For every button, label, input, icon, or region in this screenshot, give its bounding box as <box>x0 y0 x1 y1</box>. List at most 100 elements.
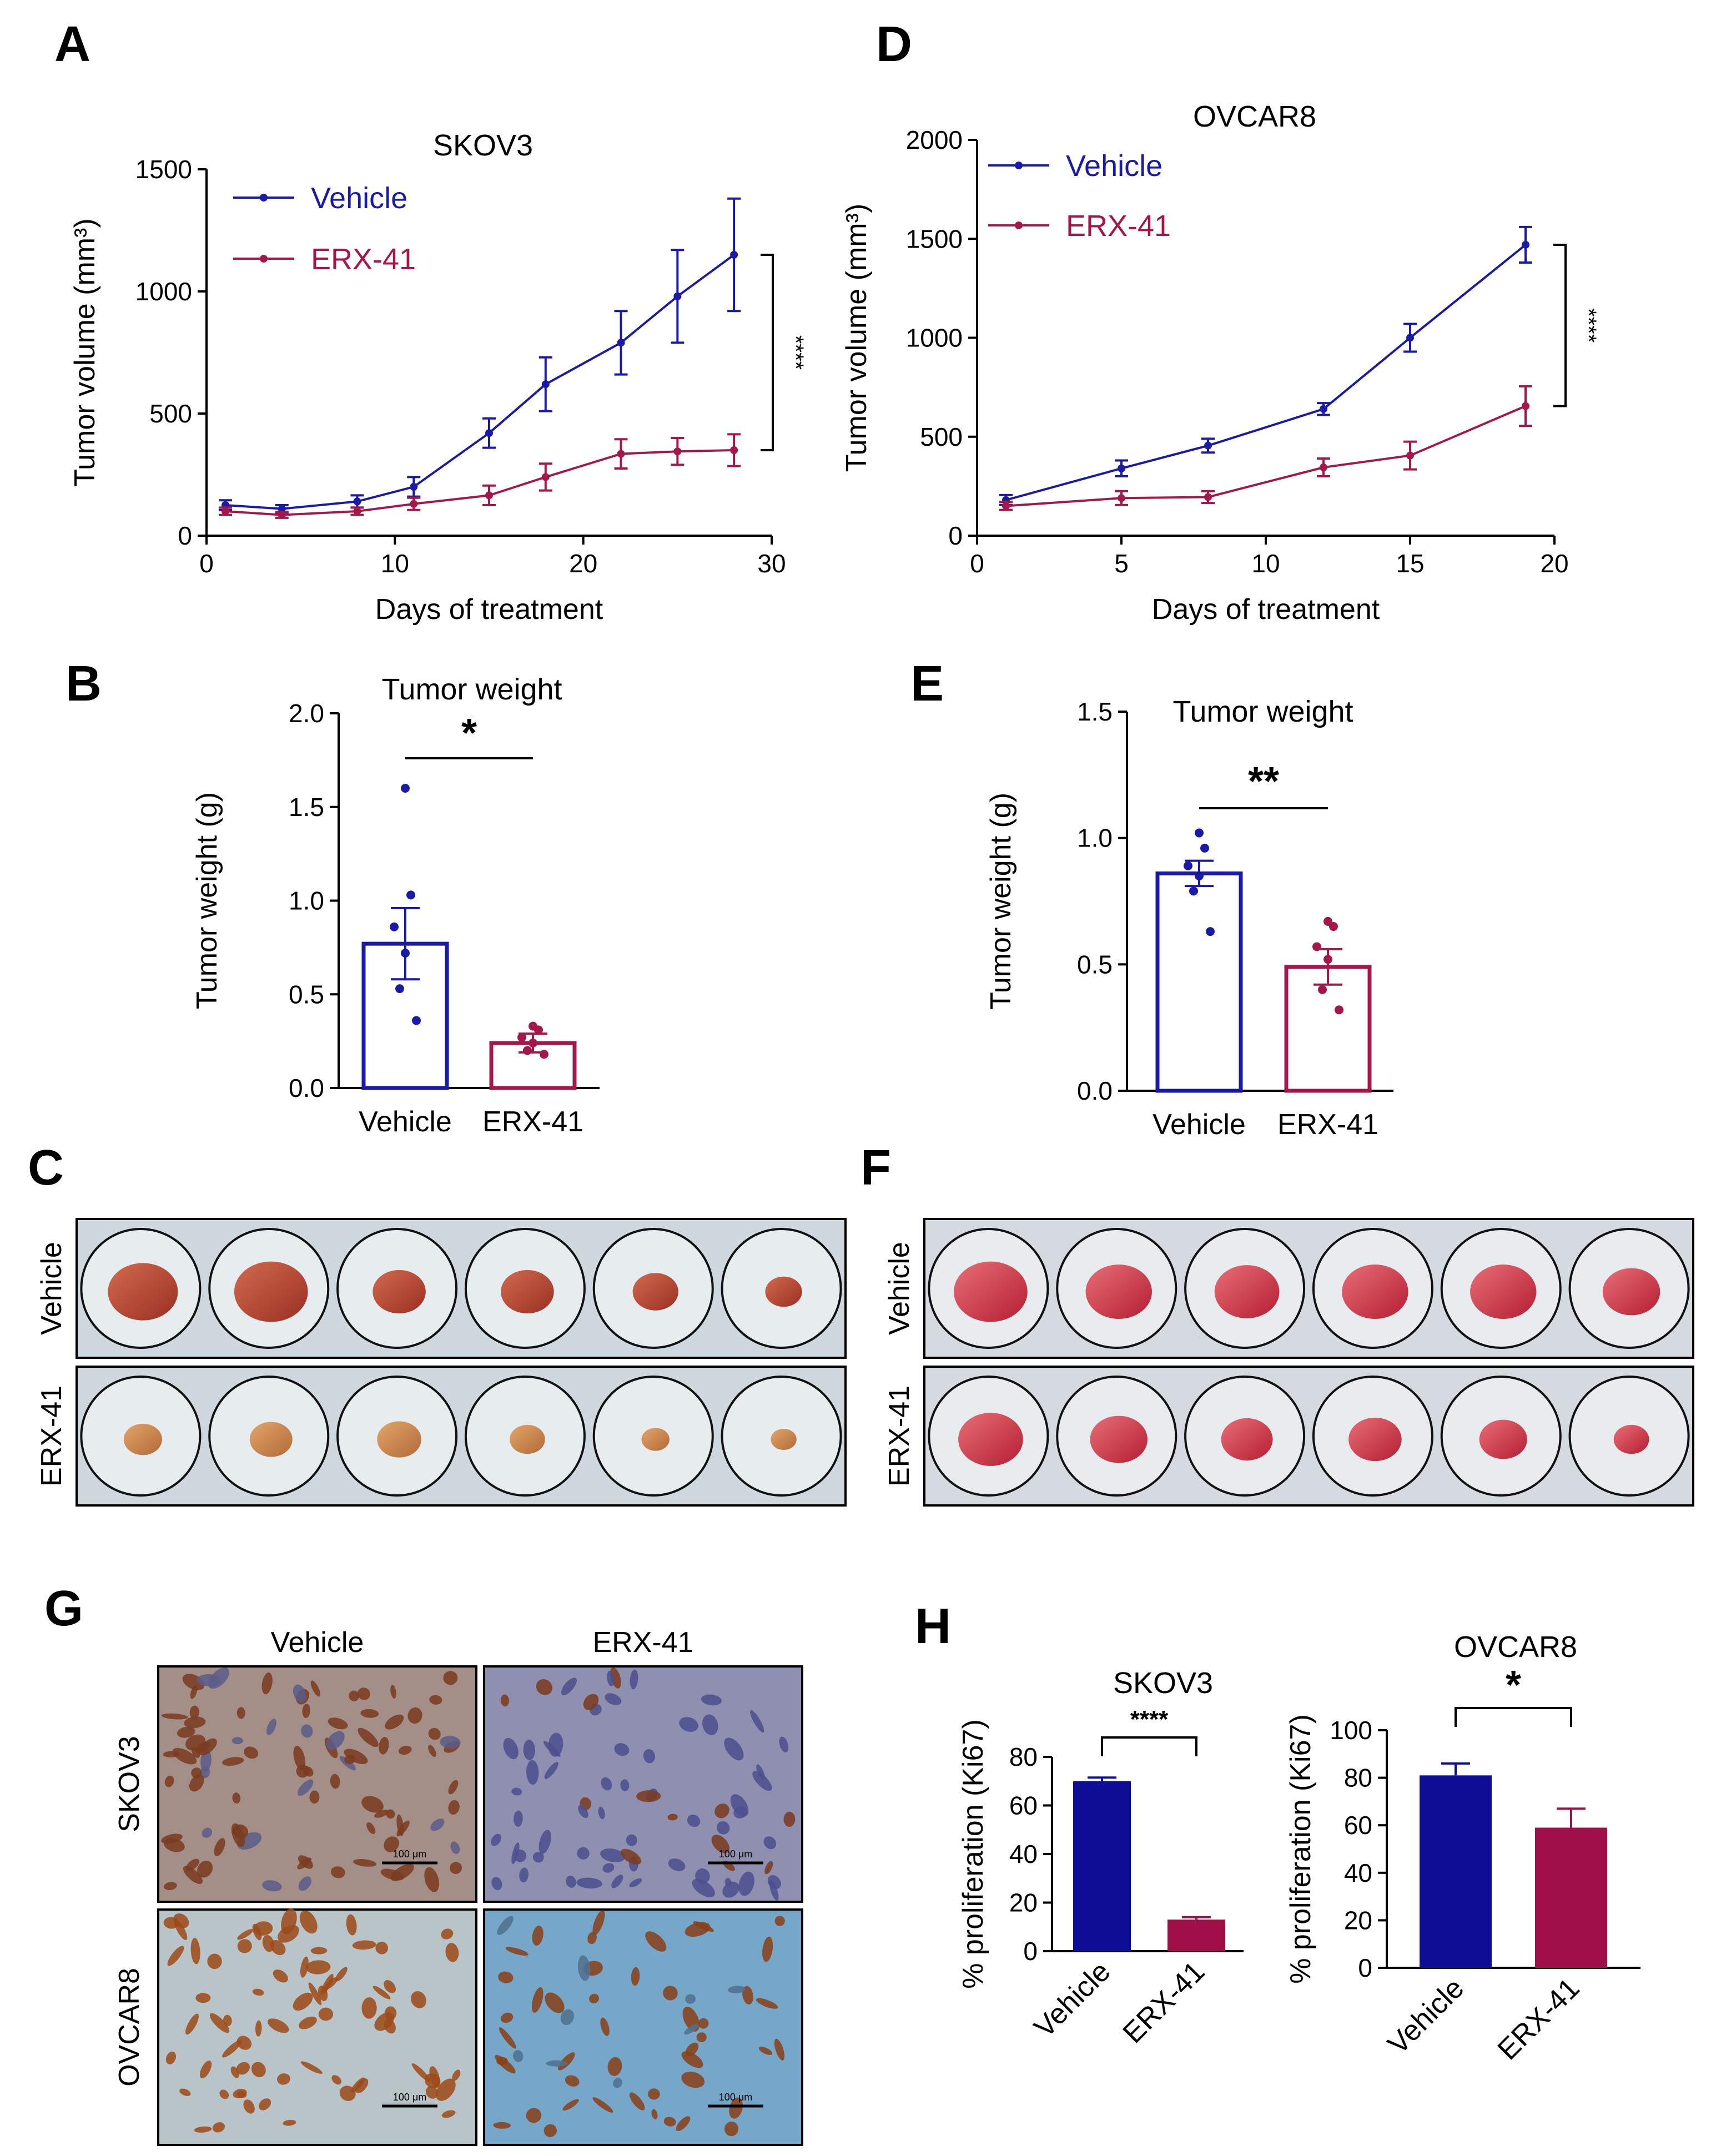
cell <box>441 2110 456 2118</box>
y-tick-label: 1000 <box>135 277 192 306</box>
significance-label: **** <box>1130 1706 1169 1733</box>
cell <box>750 1710 764 1733</box>
cell <box>758 2047 773 2055</box>
chart-b-tumor-weight: 0.0 0.5 1.0 1.5 2.0 Tumor weight (g) Tumor wei… <box>191 673 600 1138</box>
cell <box>268 2018 289 2033</box>
panel-label-c: C <box>28 1140 64 1196</box>
cell <box>497 1916 514 1935</box>
ihc-column-label: ERX-41 <box>592 1626 693 1659</box>
cell <box>701 1694 722 1706</box>
panel-label-e: E <box>910 656 944 712</box>
data-point <box>673 447 682 456</box>
cell <box>774 1916 785 1926</box>
tumor <box>1221 1418 1273 1461</box>
cell <box>544 2124 557 2137</box>
cell <box>428 1745 436 1757</box>
cell <box>251 2062 266 2078</box>
photo-strip <box>923 1366 1694 1507</box>
cell <box>769 1880 779 1901</box>
series-vehicle <box>999 225 1532 506</box>
y-tick-label: 1.0 <box>1077 824 1113 853</box>
data-point <box>353 497 361 506</box>
bar <box>1535 1827 1607 1968</box>
tumor <box>373 1270 426 1314</box>
cell <box>300 2061 323 2074</box>
cell <box>429 1695 442 1705</box>
data-point <box>1204 441 1212 450</box>
chart-title: SKOV3 <box>433 129 533 162</box>
cell <box>236 2036 252 2050</box>
dot-point <box>395 984 404 994</box>
dot-point <box>1195 828 1204 838</box>
cell <box>756 1764 765 1780</box>
cell <box>373 1986 391 1999</box>
cell <box>626 1834 637 1846</box>
tumor <box>1602 1268 1660 1316</box>
cell <box>293 1745 306 1770</box>
cell <box>309 1790 320 1804</box>
cell <box>440 1736 461 1749</box>
data-point <box>1204 493 1212 501</box>
photo-strip <box>923 1218 1694 1359</box>
cell <box>430 1819 445 1831</box>
cell <box>222 1757 244 1766</box>
photo-panel-c: Vehicle ERX-41 <box>36 1218 847 1507</box>
y-tick-label: 1000 <box>906 324 963 352</box>
cell <box>194 2126 212 2133</box>
cell <box>629 2092 645 2110</box>
cell <box>330 1866 345 1878</box>
cell <box>503 1737 519 1760</box>
photo-row-label: Vehicle <box>36 1242 68 1335</box>
cell <box>349 1690 359 1701</box>
cell <box>164 1882 177 1891</box>
y-axis-label: Tumor weight (g) <box>985 793 1017 1010</box>
panel-label-b: B <box>66 656 102 712</box>
dot-point <box>1189 886 1198 896</box>
cell <box>543 1741 561 1757</box>
tumor <box>234 1261 308 1322</box>
chart-d-ovcar8-volume: 0 5 10 15 20 0 500 1000 1500 2000 Days of treatmen… <box>841 100 1601 626</box>
cell <box>724 2122 739 2137</box>
cell <box>236 2062 250 2075</box>
cell <box>614 1743 630 1756</box>
cell <box>693 1921 714 1932</box>
cell <box>592 1910 605 1936</box>
legend-label: Vehicle <box>1066 149 1163 183</box>
data-point <box>673 292 682 300</box>
cell <box>184 1716 206 1729</box>
cell <box>209 2013 230 2033</box>
cell <box>501 2012 514 2023</box>
x-tick-label: 5 <box>1114 549 1129 578</box>
cell <box>676 2116 691 2132</box>
dot-point <box>1184 861 1192 870</box>
cell <box>385 1714 404 1730</box>
cell <box>546 2060 567 2067</box>
cell <box>429 2066 440 2088</box>
dot-point <box>1318 985 1327 994</box>
cell <box>651 2109 658 2119</box>
series-line <box>225 254 735 510</box>
y-tick-label: 0 <box>1023 1937 1038 1966</box>
data-point <box>1406 451 1414 460</box>
data-point <box>541 473 550 481</box>
significance-bracket <box>1101 1736 1197 1756</box>
cell <box>493 2122 511 2129</box>
cell <box>344 1749 368 1765</box>
data-point <box>1118 464 1125 472</box>
cell <box>724 1877 732 1887</box>
y-tick-label: 0.5 <box>1077 950 1113 979</box>
cell <box>232 1737 243 1745</box>
cell <box>353 1858 377 1867</box>
data-point <box>278 511 286 519</box>
data-point <box>1118 494 1125 502</box>
cell <box>273 1969 288 1983</box>
cell <box>237 1929 254 1940</box>
cell <box>351 2077 365 2093</box>
tumor <box>501 1270 554 1314</box>
tumor <box>1214 1265 1280 1318</box>
photo-panel-f: Vehicle ERX-41 <box>883 1218 1694 1507</box>
tumor <box>765 1276 802 1307</box>
chart-title: Tumor weight <box>1172 695 1353 728</box>
x-tick-label: 10 <box>381 549 409 578</box>
x-tick-label: 10 <box>1251 549 1280 578</box>
